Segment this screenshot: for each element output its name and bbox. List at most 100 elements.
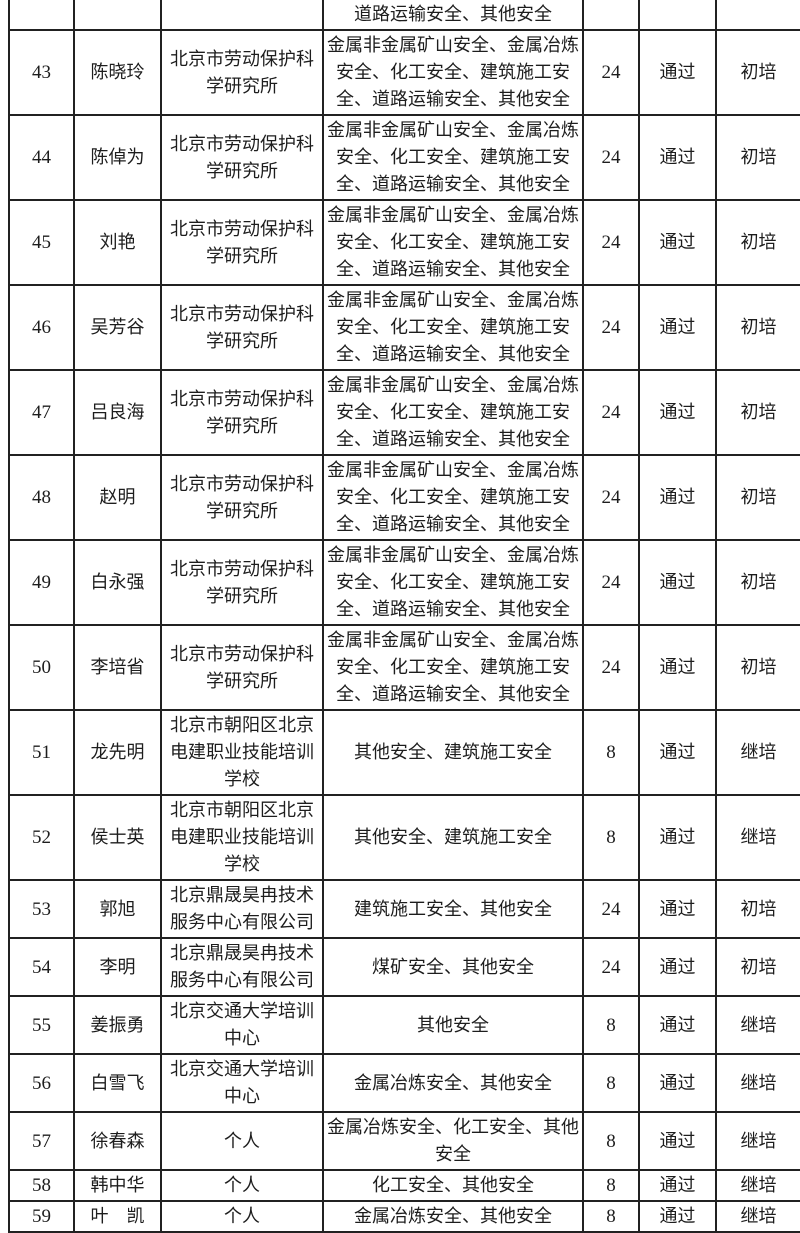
- org-cell: 北京市朝阳区北京电建职业技能培训学校: [160, 709, 324, 796]
- result-cell: 通过: [638, 709, 717, 796]
- hours-cell: 8: [582, 794, 640, 881]
- scope-cell: 煤矿安全、其他安全: [322, 937, 584, 997]
- training-records-table: 道路运输安全、其他安全 43 陈晓玲 北京市劳动保护科学研究所 金属非金属矿山安…: [8, 0, 800, 1233]
- type-cell: 初培: [715, 284, 800, 371]
- result-cell: 通过: [638, 369, 717, 456]
- table-row: 53 郭旭 北京鼎晟昊冉技术服务中心有限公司 建筑施工安全、其他安全 24 通过…: [8, 879, 800, 939]
- serial-cell: 58: [8, 1169, 75, 1202]
- type-cell: 初培: [715, 624, 800, 711]
- table-row: 46 吴芳谷 北京市劳动保护科学研究所 金属非金属矿山安全、金属冶炼安全、化工安…: [8, 284, 800, 371]
- table-row: 45 刘艳 北京市劳动保护科学研究所 金属非金属矿山安全、金属冶炼安全、化工安全…: [8, 199, 800, 286]
- table-row: 47 吕良海 北京市劳动保护科学研究所 金属非金属矿山安全、金属冶炼安全、化工安…: [8, 369, 800, 456]
- table-row: 52 侯士英 北京市朝阳区北京电建职业技能培训学校 其他安全、建筑施工安全 8 …: [8, 794, 800, 881]
- scope-cell: 金属冶炼安全、化工安全、其他安全: [322, 1111, 584, 1171]
- org-cell: 北京鼎晟昊冉技术服务中心有限公司: [160, 879, 324, 939]
- serial-cell: [8, 0, 75, 31]
- table-row: 48 赵明 北京市劳动保护科学研究所 金属非金属矿山安全、金属冶炼安全、化工安全…: [8, 454, 800, 541]
- scope-cell: 金属非金属矿山安全、金属冶炼安全、化工安全、建筑施工安全、道路运输安全、其他安全: [322, 454, 584, 541]
- table-row: 56 白雪飞 北京交通大学培训中心 金属冶炼安全、其他安全 8 通过 继培: [8, 1053, 800, 1113]
- table-row: 道路运输安全、其他安全: [8, 0, 800, 31]
- type-cell: 初培: [715, 539, 800, 626]
- org-cell: 北京市劳动保护科学研究所: [160, 114, 324, 201]
- scope-cell: 金属冶炼安全、其他安全: [322, 1200, 584, 1233]
- result-cell: [638, 0, 717, 31]
- org-cell: 个人: [160, 1111, 324, 1171]
- org-cell: 北京市劳动保护科学研究所: [160, 624, 324, 711]
- org-cell: 个人: [160, 1169, 324, 1202]
- scope-cell: 金属非金属矿山安全、金属冶炼安全、化工安全、建筑施工安全、道路运输安全、其他安全: [322, 29, 584, 116]
- hours-cell: 24: [582, 369, 640, 456]
- result-cell: 通过: [638, 114, 717, 201]
- name-cell: 姜振勇: [73, 995, 162, 1055]
- hours-cell: 24: [582, 199, 640, 286]
- result-cell: 通过: [638, 995, 717, 1055]
- type-cell: 继培: [715, 1200, 800, 1233]
- scope-cell: 道路运输安全、其他安全: [322, 0, 584, 31]
- name-cell: 白雪飞: [73, 1053, 162, 1113]
- hours-cell: 24: [582, 624, 640, 711]
- scope-cell: 其他安全、建筑施工安全: [322, 794, 584, 881]
- scope-cell: 金属冶炼安全、其他安全: [322, 1053, 584, 1113]
- result-cell: 通过: [638, 1200, 717, 1233]
- name-cell: 徐春森: [73, 1111, 162, 1171]
- type-cell: 初培: [715, 114, 800, 201]
- table-row: 44 陈倬为 北京市劳动保护科学研究所 金属非金属矿山安全、金属冶炼安全、化工安…: [8, 114, 800, 201]
- serial-cell: 48: [8, 454, 75, 541]
- hours-cell: 24: [582, 879, 640, 939]
- hours-cell: 8: [582, 1053, 640, 1113]
- hours-cell: 24: [582, 29, 640, 116]
- org-cell: 北京交通大学培训中心: [160, 995, 324, 1055]
- serial-cell: 51: [8, 709, 75, 796]
- serial-cell: 46: [8, 284, 75, 371]
- type-cell: 初培: [715, 937, 800, 997]
- serial-cell: 54: [8, 937, 75, 997]
- org-cell: 北京市劳动保护科学研究所: [160, 539, 324, 626]
- serial-cell: 57: [8, 1111, 75, 1171]
- scope-cell: 建筑施工安全、其他安全: [322, 879, 584, 939]
- hours-cell: 8: [582, 1169, 640, 1202]
- name-cell: 吴芳谷: [73, 284, 162, 371]
- serial-cell: 43: [8, 29, 75, 116]
- hours-cell: 8: [582, 709, 640, 796]
- table-row: 49 白永强 北京市劳动保护科学研究所 金属非金属矿山安全、金属冶炼安全、化工安…: [8, 539, 800, 626]
- scope-cell: 金属非金属矿山安全、金属冶炼安全、化工安全、建筑施工安全、道路运输安全、其他安全: [322, 369, 584, 456]
- name-cell: 白永强: [73, 539, 162, 626]
- type-cell: 初培: [715, 199, 800, 286]
- result-cell: 通过: [638, 539, 717, 626]
- type-cell: 继培: [715, 1169, 800, 1202]
- hours-cell: 24: [582, 937, 640, 997]
- name-cell: 李培省: [73, 624, 162, 711]
- result-cell: 通过: [638, 454, 717, 541]
- table-row: 51 龙先明 北京市朝阳区北京电建职业技能培训学校 其他安全、建筑施工安全 8 …: [8, 709, 800, 796]
- type-cell: 继培: [715, 794, 800, 881]
- table-row: 54 李明 北京鼎晟昊冉技术服务中心有限公司 煤矿安全、其他安全 24 通过 初…: [8, 937, 800, 997]
- serial-cell: 59: [8, 1200, 75, 1233]
- serial-cell: 53: [8, 879, 75, 939]
- name-cell: 叶 凯: [73, 1200, 162, 1233]
- type-cell: 初培: [715, 29, 800, 116]
- org-cell: 北京市劳动保护科学研究所: [160, 199, 324, 286]
- serial-cell: 56: [8, 1053, 75, 1113]
- name-cell: 韩中华: [73, 1169, 162, 1202]
- scope-cell: 金属非金属矿山安全、金属冶炼安全、化工安全、建筑施工安全、道路运输安全、其他安全: [322, 539, 584, 626]
- result-cell: 通过: [638, 794, 717, 881]
- table-row: 58 韩中华 个人 化工安全、其他安全 8 通过 继培: [8, 1169, 800, 1202]
- hours-cell: [582, 0, 640, 31]
- table-body: 道路运输安全、其他安全 43 陈晓玲 北京市劳动保护科学研究所 金属非金属矿山安…: [8, 0, 800, 1233]
- scope-cell: 金属非金属矿山安全、金属冶炼安全、化工安全、建筑施工安全、道路运输安全、其他安全: [322, 624, 584, 711]
- type-cell: 继培: [715, 1053, 800, 1113]
- type-cell: [715, 0, 800, 31]
- scope-cell: 金属非金属矿山安全、金属冶炼安全、化工安全、建筑施工安全、道路运输安全、其他安全: [322, 284, 584, 371]
- scope-cell: 其他安全、建筑施工安全: [322, 709, 584, 796]
- serial-cell: 44: [8, 114, 75, 201]
- org-cell: 北京市劳动保护科学研究所: [160, 284, 324, 371]
- name-cell: 赵明: [73, 454, 162, 541]
- name-cell: 侯士英: [73, 794, 162, 881]
- serial-cell: 49: [8, 539, 75, 626]
- hours-cell: 8: [582, 1200, 640, 1233]
- result-cell: 通过: [638, 1169, 717, 1202]
- result-cell: 通过: [638, 1111, 717, 1171]
- type-cell: 初培: [715, 369, 800, 456]
- result-cell: 通过: [638, 879, 717, 939]
- serial-cell: 50: [8, 624, 75, 711]
